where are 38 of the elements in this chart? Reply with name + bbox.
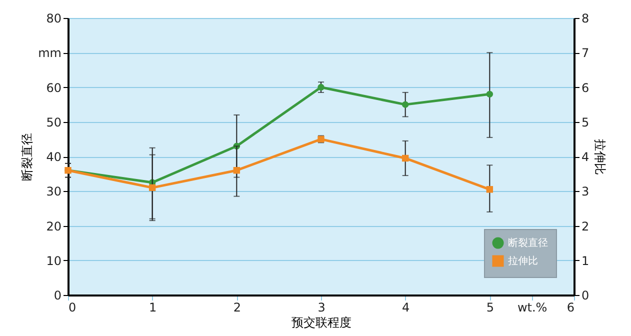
point — [402, 154, 409, 162]
x-tick-label: 5 — [486, 300, 494, 314]
legend-label: 拉伸比 — [508, 255, 538, 267]
legend-label: 断裂直径 — [508, 237, 548, 249]
y2-tick-label: 1 — [582, 254, 590, 268]
x-tick-label: 2 — [233, 300, 241, 314]
y-tick-label: 80 — [46, 12, 62, 26]
y2-tick-label: 5 — [582, 115, 590, 130]
y2-tick-label: 4 — [582, 150, 590, 164]
x-tick-label: 1 — [149, 300, 157, 314]
point — [402, 101, 409, 108]
y-tick-label: 10 — [46, 254, 62, 268]
x-tick-label: 4 — [402, 300, 410, 314]
y-tick-label: 60 — [46, 80, 62, 95]
point — [486, 186, 494, 193]
y2-tick-label: 0 — [582, 288, 590, 302]
x-tick-label: 3 — [318, 300, 326, 314]
y2-tick-label: 6 — [582, 80, 590, 95]
point — [148, 184, 156, 192]
y-axis-title: 断裂直径 — [20, 133, 34, 181]
x-tick-label: 0 — [68, 300, 76, 314]
y-tick-label: 50 — [46, 115, 62, 130]
y2-axis-title: 拉伸比 — [593, 139, 608, 175]
point — [233, 166, 240, 174]
x-tick-label: 6 — [566, 300, 574, 314]
y2-tick-label: 2 — [582, 219, 590, 234]
y2-tick-label: 3 — [582, 184, 590, 199]
point — [486, 90, 494, 98]
x-axis-title: 预交联程度 — [292, 316, 352, 330]
y-tick-label: mm — [38, 46, 62, 60]
point — [318, 84, 324, 91]
y-tick-label: 30 — [46, 184, 62, 199]
y-tick-label: 40 — [46, 150, 62, 164]
y-tick-label: 20 — [46, 219, 62, 234]
y2-tick-label: 8 — [582, 12, 590, 26]
x-tick-label: wt.% — [517, 300, 548, 314]
y2-tick-label: 7 — [582, 46, 590, 60]
y-tick-label: 0 — [54, 288, 62, 302]
